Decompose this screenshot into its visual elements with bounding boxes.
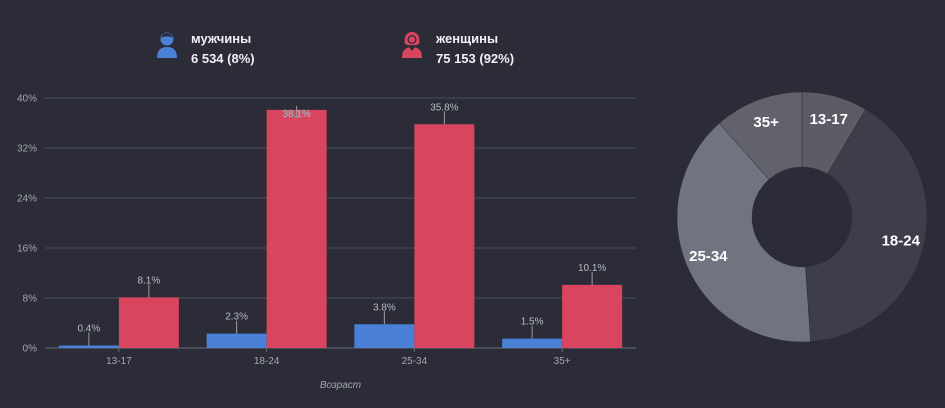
data-label: 1.5% [521, 317, 544, 328]
donut-slice-18-24[interactable] [805, 109, 928, 342]
x-tick-label: 25-34 [402, 356, 428, 367]
bar-male-25-34[interactable] [354, 324, 415, 348]
legend-female[interactable]: женщины 75 153 (92%) [400, 30, 514, 70]
legend-female-count: 75 153 (92%) [436, 51, 515, 66]
x-tick-label: 13-17 [106, 356, 132, 367]
bar-male-35+[interactable] [502, 338, 563, 348]
male-user-icon [157, 32, 177, 58]
donut-slice-25-34[interactable] [676, 122, 811, 343]
donut-label: 35+ [753, 114, 779, 131]
legend-male-name: мужчины [191, 31, 252, 46]
bar-female-25-34[interactable] [414, 124, 475, 348]
grid-lines [45, 97, 636, 349]
x-tick-label: 18-24 [254, 356, 280, 367]
data-label: 35.8% [430, 102, 458, 113]
age-donut-chart: 13-17 18-24 25-34 35+ [676, 91, 928, 343]
y-tick-label: 8% [23, 294, 38, 305]
legend-male-count: 6 534 (8%) [191, 51, 255, 66]
donut-slice-35+[interactable] [718, 91, 803, 180]
donut-label: 13-17 [810, 111, 848, 128]
x-tick-label: 35+ [554, 356, 571, 367]
y-tick-label: 16% [17, 244, 37, 255]
bar-female-18-24[interactable] [266, 109, 327, 348]
female-user-icon [402, 32, 422, 58]
y-axis: 0% 8% 16% 24% 32% 40% [17, 94, 37, 355]
y-tick-label: 32% [17, 144, 37, 155]
data-label: 2.3% [225, 312, 248, 323]
y-tick-label: 0% [23, 344, 38, 355]
y-tick-label: 24% [17, 194, 37, 205]
x-axis: 13-17 18-24 25-34 35+ [106, 348, 571, 367]
bar-male-18-24[interactable] [206, 333, 267, 348]
data-label: 8.1% [137, 275, 160, 286]
x-axis-title: Возраст [320, 380, 361, 391]
data-label: 38.1% [282, 109, 310, 120]
bar-male-13-17[interactable] [58, 345, 119, 349]
legend-male[interactable]: мужчины 6 534 (8%) [155, 30, 255, 70]
donut-label: 18-24 [882, 232, 921, 249]
data-label: 10.1% [578, 263, 606, 274]
donut-label: 25-34 [689, 248, 728, 265]
data-label: 0.4% [77, 324, 100, 335]
bar-series: 0.4% 8.1% 2.3% 38.1% 3.8% 35.8% 1.5% 10.1% [58, 102, 623, 349]
data-label: 3.8% [373, 302, 396, 313]
bar-female-35+[interactable] [562, 284, 623, 348]
legend-female-name: женщины [436, 31, 499, 46]
bar-female-13-17[interactable] [118, 297, 179, 348]
y-tick-label: 40% [17, 94, 37, 105]
